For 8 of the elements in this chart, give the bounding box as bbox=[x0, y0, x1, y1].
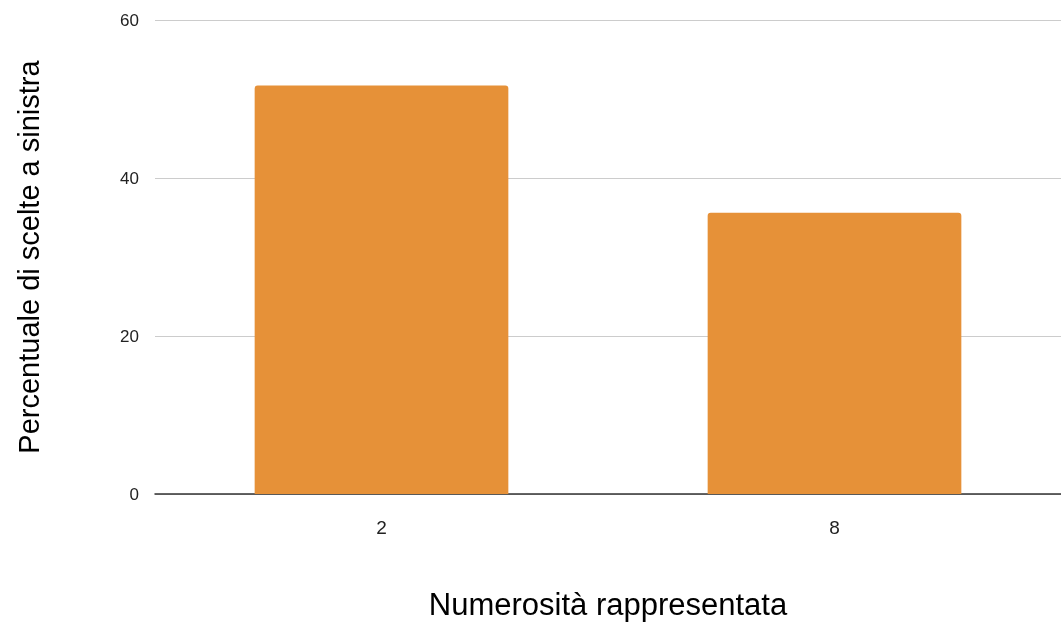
y-tick-label: 20 bbox=[120, 326, 139, 346]
y-tick-label: 40 bbox=[120, 168, 139, 188]
y-tick-label: 60 bbox=[120, 10, 139, 30]
x-tick-label: 8 bbox=[829, 517, 840, 538]
y-axis-title: Percentuale di scelte a sinistra bbox=[12, 59, 45, 454]
x-tick-label: 2 bbox=[376, 517, 387, 538]
x-axis-title: Numerosità rappresentata bbox=[428, 587, 788, 622]
y-tick-label: 0 bbox=[129, 484, 139, 504]
